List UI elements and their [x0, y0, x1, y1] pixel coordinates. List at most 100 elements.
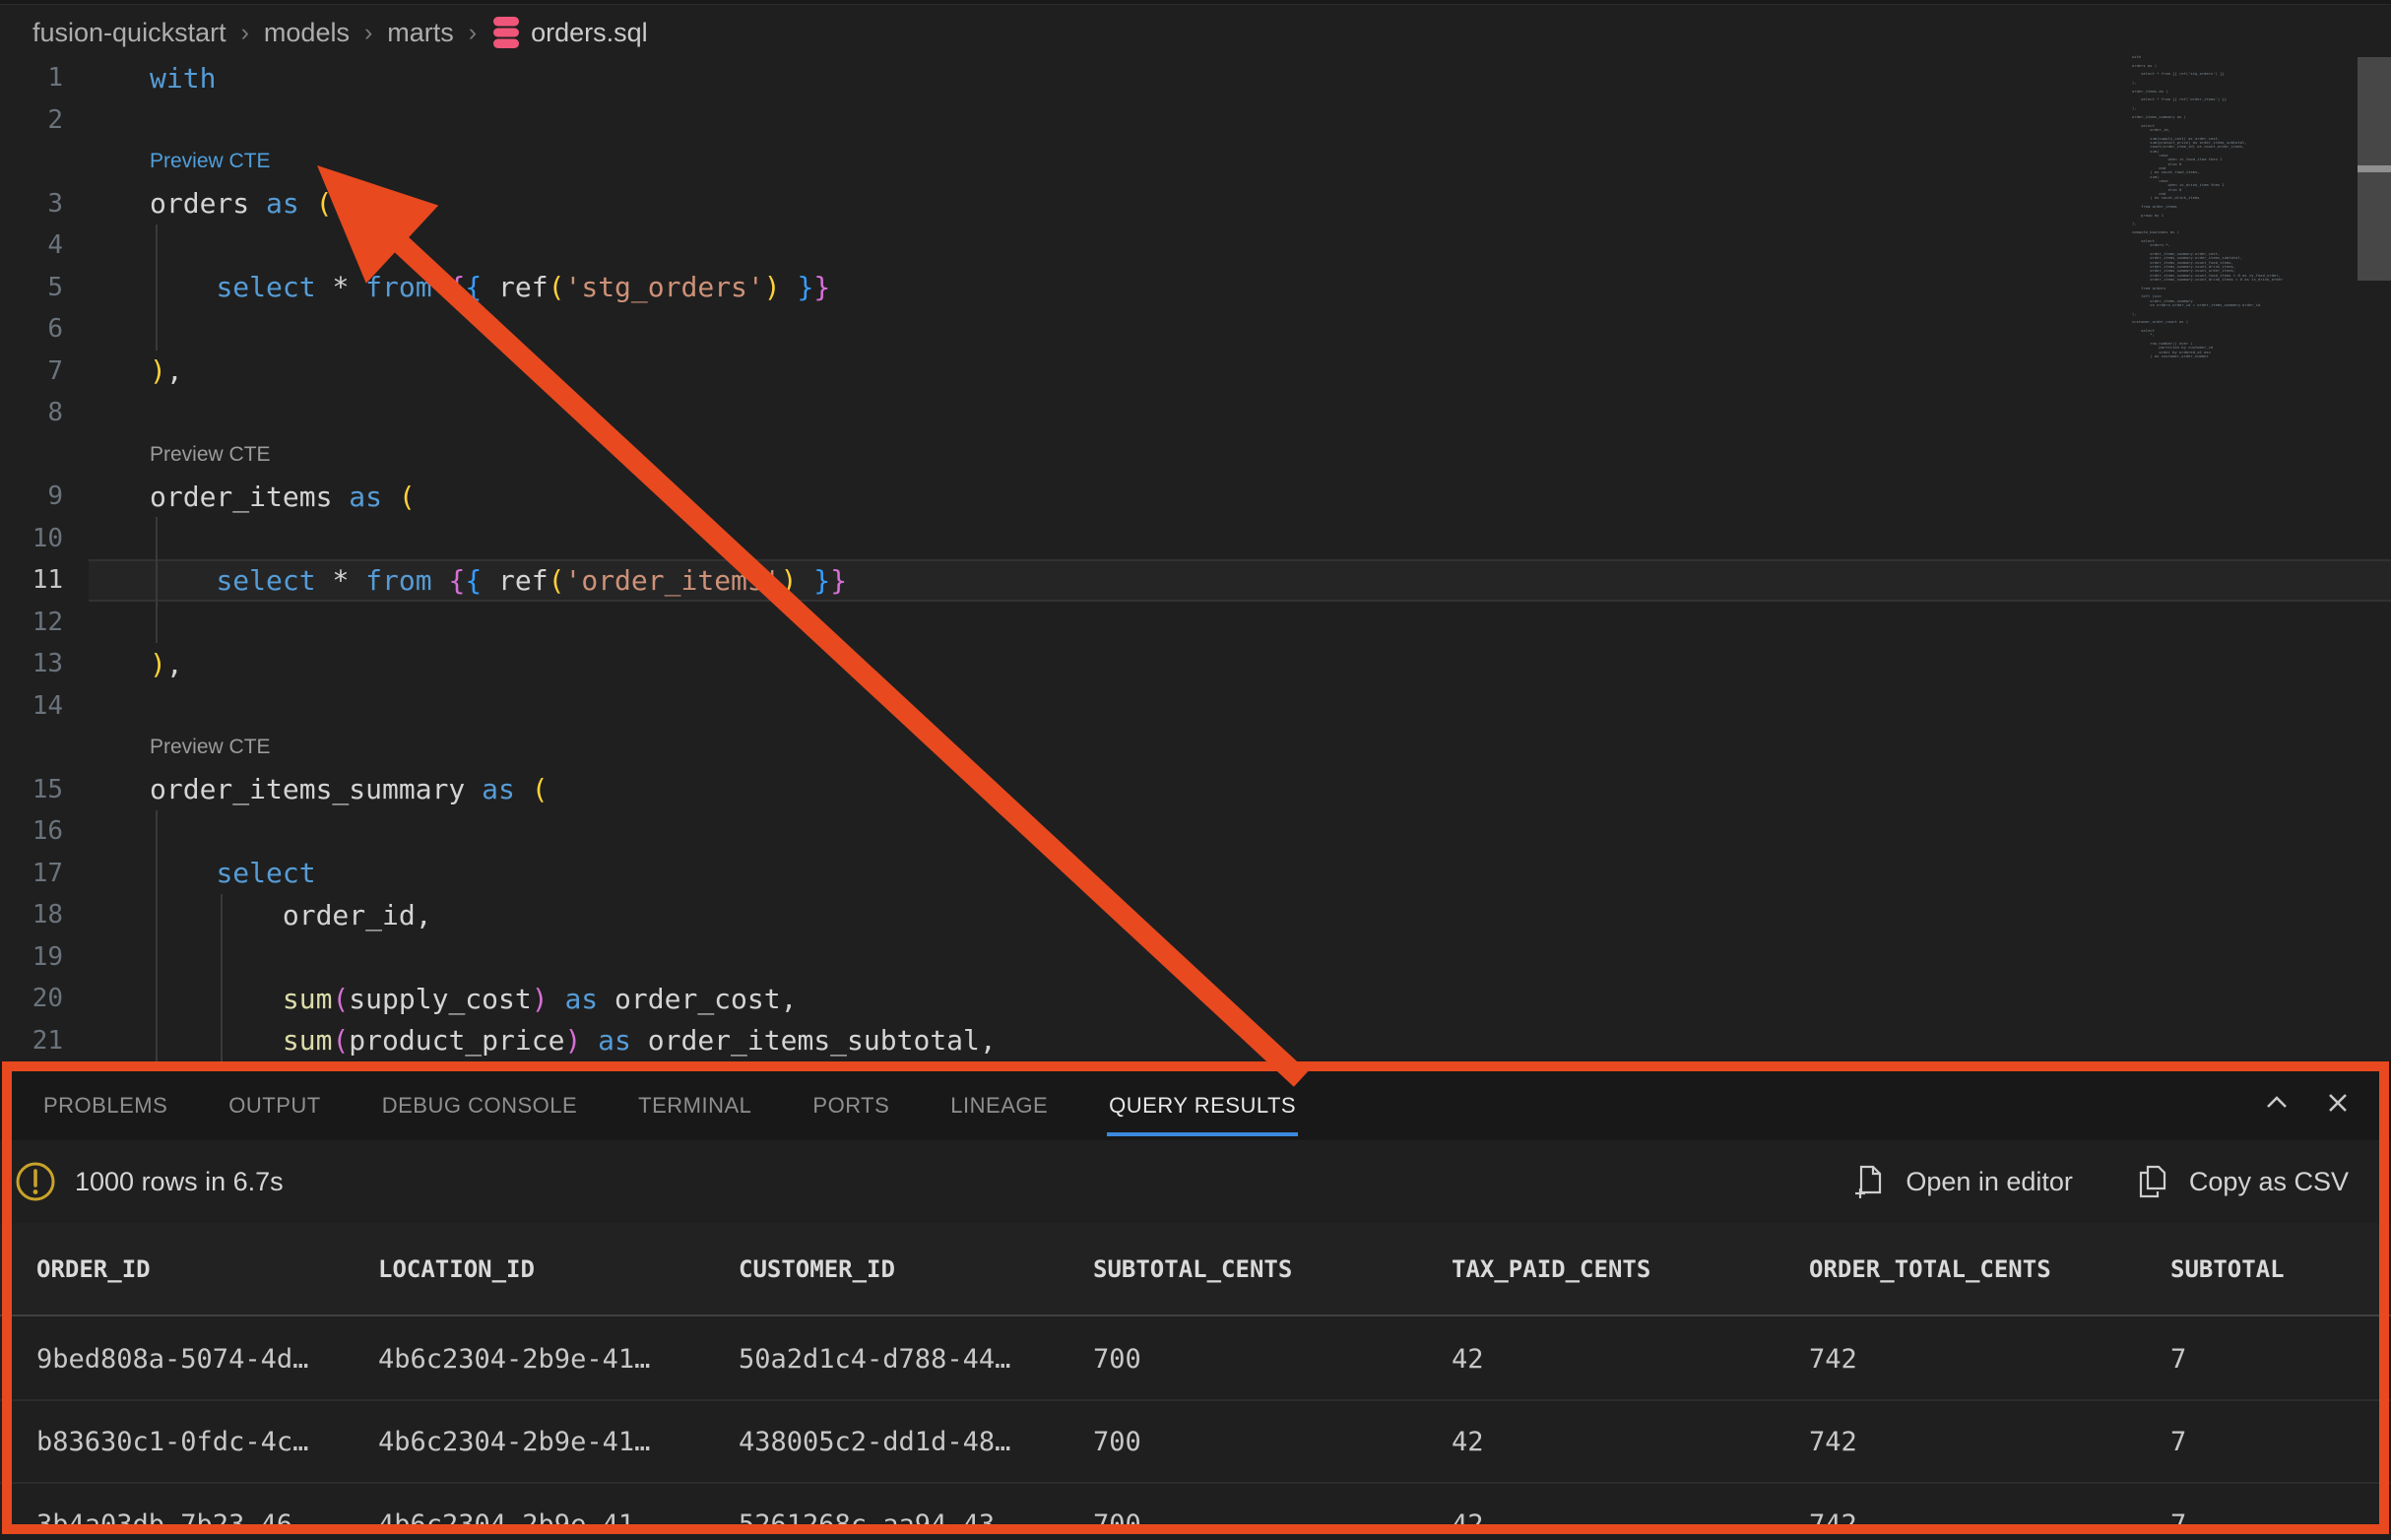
code-text: select * from {{ ref('stg_orders') }} — [89, 267, 2391, 309]
breadcrumb-item-models[interactable]: models — [263, 17, 350, 47]
code-line[interactable]: 10 — [0, 518, 2391, 560]
tab-query-results[interactable]: QUERY RESULTS — [1107, 1071, 1298, 1140]
code-line[interactable]: 14 — [0, 685, 2391, 728]
column-header-order_id[interactable]: ORDER_ID — [36, 1254, 151, 1283]
code-token: ( — [548, 563, 565, 597]
table-cell: 700 — [1093, 1343, 1141, 1375]
code-line[interactable]: 6 — [0, 308, 2391, 351]
editor-scrollbar[interactable] — [2358, 0, 2391, 1061]
column-header-subtotal_cents[interactable]: SUBTOTAL_CENTS — [1093, 1254, 1293, 1283]
preview-cte-link[interactable]: Preview CTE — [150, 442, 271, 466]
close-panel-button[interactable] — [2318, 1083, 2358, 1123]
line-number: 4 — [47, 230, 63, 261]
tab-terminal[interactable]: TERMINAL — [636, 1071, 753, 1140]
table-cell: 5261268c-aa94-43 — [739, 1508, 996, 1540]
code-line[interactable]: 19 — [0, 936, 2391, 979]
breadcrumb-item-file[interactable]: orders.sql — [491, 16, 648, 49]
open-in-editor-button[interactable]: Open in editor — [1852, 1164, 2073, 1199]
code-token: ( — [332, 1024, 350, 1058]
tab-ports[interactable]: PORTS — [810, 1071, 891, 1140]
code-text — [89, 936, 2391, 979]
code-token — [382, 481, 399, 513]
code-text — [89, 308, 2391, 351]
code-text — [89, 518, 2391, 560]
results-table-header: ORDER_ID LOCATION_ID CUSTOMER_ID SUBTOTAL_C… — [0, 1223, 2391, 1316]
breadcrumb-item-marts[interactable]: marts — [387, 17, 454, 47]
query-status-row: 1000 rows in 6.7s Open in editor — [0, 1140, 2391, 1223]
code-token: ) — [531, 982, 549, 1015]
code-line[interactable]: 9 order_items as ( — [0, 476, 2391, 518]
code-token: order_items_subtotal, — [630, 1024, 997, 1058]
line-number: 9 — [47, 481, 63, 512]
warning-icon — [16, 1162, 55, 1201]
code-line[interactable]: 20 sum(supply_cost) as order_cost, — [0, 978, 2391, 1020]
tab-label: PROBLEMS — [43, 1093, 168, 1118]
code-line[interactable]: 7), — [0, 351, 2391, 393]
code-line[interactable]: 1 with — [0, 57, 2391, 99]
code-line[interactable]: 21 sum(product_price) as order_items_sub… — [0, 1020, 2391, 1062]
maximize-panel-button[interactable] — [2257, 1083, 2296, 1123]
code-line[interactable]: 3 orders as ( — [0, 183, 2391, 225]
breadcrumb-file-label: orders.sql — [531, 17, 648, 47]
table-cell: 742 — [1809, 1508, 1857, 1540]
minimap[interactable]: with orders as ( select * from {{ ref('s… — [2132, 55, 2357, 362]
table-cell: 50a2d1c4-d788-44… — [739, 1343, 1011, 1375]
tab-label: TERMINAL — [638, 1093, 752, 1118]
column-header-location_id[interactable]: LOCATION_ID — [378, 1254, 535, 1283]
preview-cte-link[interactable]: Preview CTE — [150, 150, 271, 173]
chevron-right-icon: › — [468, 18, 478, 46]
tab-debug-console[interactable]: DEBUG CONSOLE — [380, 1071, 579, 1140]
row-count-status: 1000 rows in 6.7s — [75, 1166, 284, 1196]
code-token: } — [797, 271, 814, 304]
table-row[interactable]: 3b4a03db-7b23-46 4b6c2304-2b9e-41 5261268c… — [0, 1484, 2391, 1540]
code-line[interactable]: 4 — [0, 225, 2391, 267]
code-line[interactable]: 8 — [0, 392, 2391, 434]
panel-tabs: PROBLEMS OUTPUT DEBUG CONSOLE TERMINAL PORTS… — [41, 1071, 1298, 1140]
line-number: 10 — [32, 523, 63, 553]
column-header-order_total_cents[interactable]: ORDER_TOTAL_CENTS — [1809, 1254, 2051, 1283]
code-text: order_items_summary as ( — [89, 769, 2391, 811]
code-text: select — [89, 853, 2391, 895]
code-text: orders as ( — [89, 183, 2391, 225]
code-line[interactable]: 12 — [0, 602, 2391, 644]
code-lens-row[interactable]: Preview CTE — [0, 727, 2391, 769]
tab-output[interactable]: OUTPUT — [226, 1071, 322, 1140]
code-line[interactable]: 17 select — [0, 853, 2391, 895]
code-token: * — [315, 563, 366, 597]
bottom-panel: PROBLEMS OUTPUT DEBUG CONSOLE TERMINAL PORTS… — [0, 1061, 2391, 1540]
tab-problems[interactable]: PROBLEMS — [41, 1071, 169, 1140]
code-line[interactable]: 15 order_items_summary as ( — [0, 769, 2391, 811]
line-number: 15 — [32, 774, 63, 804]
line-number: 7 — [47, 355, 63, 386]
code-text — [89, 685, 2391, 728]
copy-as-csv-button[interactable]: Copy as CSV — [2136, 1164, 2349, 1199]
breadcrumb-item-project[interactable]: fusion-quickstart — [32, 17, 226, 47]
table-row[interactable]: 9bed808a-5074-4d… 4b6c2304-2b9e-41… 50a2d1… — [0, 1318, 2391, 1401]
code-line[interactable]: 5 select * from {{ ref('stg_orders') }} — [0, 267, 2391, 309]
code-line[interactable]: 11 select * from {{ ref('order_items') }… — [0, 559, 2391, 602]
tab-lineage[interactable]: LINEAGE — [948, 1071, 1050, 1140]
code-token: from — [365, 271, 432, 304]
table-row[interactable]: b83630c1-0fdc-4c… 4b6c2304-2b9e-41… 438005… — [0, 1401, 2391, 1484]
table-cell: 7 — [2170, 1343, 2187, 1375]
line-number: 19 — [32, 941, 63, 972]
code-token: , — [165, 354, 183, 388]
code-token: * — [315, 271, 366, 304]
code-line[interactable]: 2 — [0, 99, 2391, 142]
column-header-tax_paid_cents[interactable]: TAX_PAID_CENTS — [1452, 1254, 1651, 1283]
code-line[interactable]: 13), — [0, 643, 2391, 685]
code-token: as — [564, 982, 599, 1015]
code-token — [150, 857, 216, 889]
code-line[interactable]: 18 order_id, — [0, 894, 2391, 936]
code-token: { — [448, 563, 466, 597]
code-token — [150, 564, 216, 597]
code-lens-row[interactable]: Preview CTE — [0, 141, 2391, 183]
code-token: } — [813, 271, 831, 304]
column-header-customer_id[interactable]: CUSTOMER_ID — [739, 1254, 895, 1283]
code-token: select — [216, 563, 316, 597]
preview-cte-link[interactable]: Preview CTE — [150, 736, 271, 759]
column-header-subtotal[interactable]: SUBTOTAL — [2170, 1254, 2285, 1283]
code-line[interactable]: 16 — [0, 810, 2391, 853]
code-lens-row[interactable]: Preview CTE — [0, 434, 2391, 477]
code-token: ) — [763, 271, 781, 304]
